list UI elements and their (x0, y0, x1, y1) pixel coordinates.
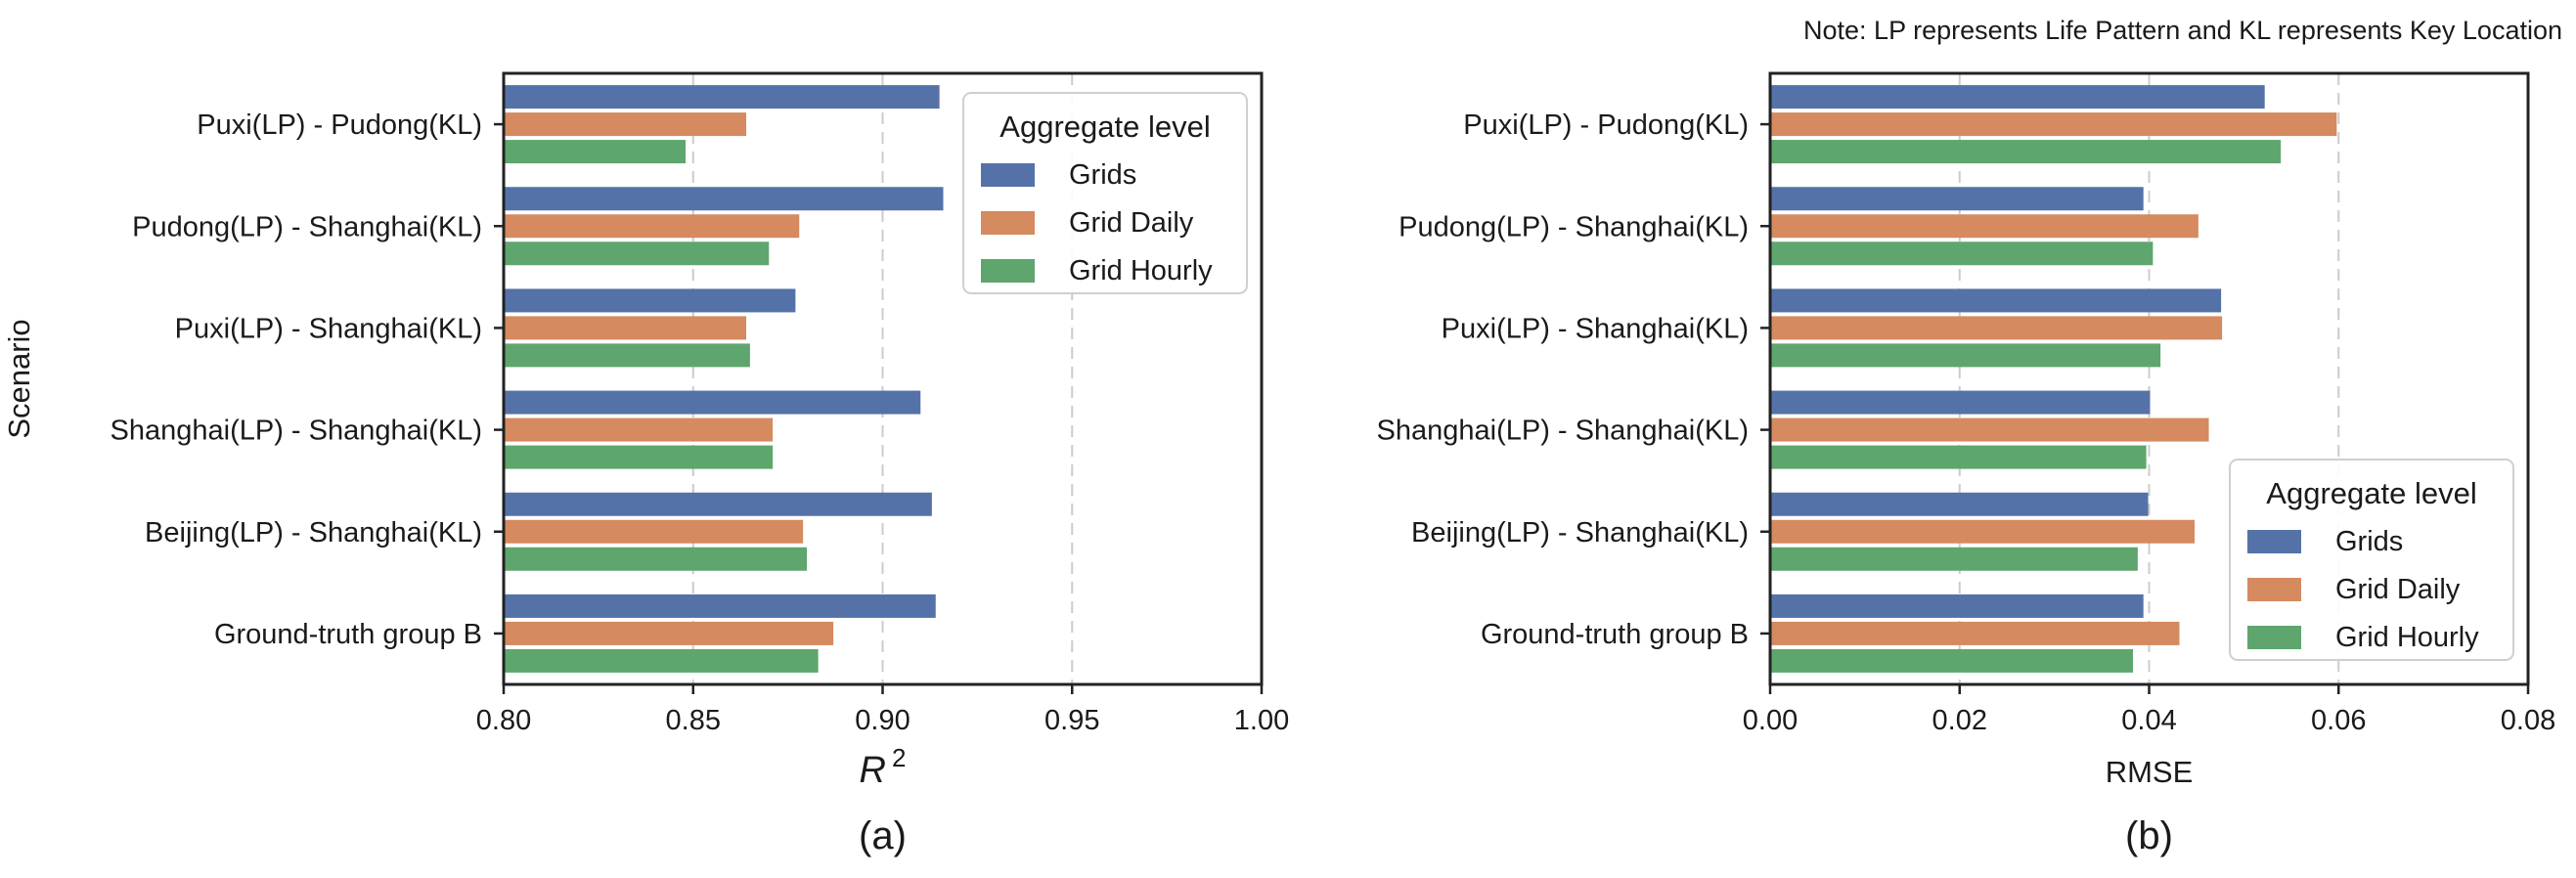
bar-grids-0 (504, 85, 940, 110)
legend-title: Aggregate level (999, 110, 1210, 144)
legend-swatch-grid-hourly (981, 259, 1035, 283)
bar-grid-daily-1 (504, 214, 800, 239)
bar-grid-daily-0 (1770, 112, 2337, 137)
legend-swatch-grid-daily (2247, 578, 2301, 601)
legend-entry-grid-hourly: Grid Hourly (2335, 622, 2479, 653)
bar-grids-0 (1770, 85, 2265, 110)
x-tick-label: 0.06 (2311, 705, 2366, 736)
bar-grid-daily-5 (504, 621, 834, 645)
category-label-shanghai-lp-shanghai-kl: Shanghai(LP) - Shanghai(KL) (1377, 416, 1749, 447)
bar-grid-hourly-2 (504, 343, 750, 368)
bar-grid-hourly-0 (1770, 140, 2282, 164)
figure-note: Note: LP represents Life Pattern and KL … (1803, 16, 2562, 45)
bar-grid-hourly-1 (504, 241, 770, 266)
panel-label: (b) (2125, 814, 2173, 857)
category-label-puxi-lp-shanghai-kl: Puxi(LP) - Shanghai(KL) (1442, 313, 1749, 344)
bar-grid-daily-0 (504, 112, 746, 137)
bar-grids-1 (1770, 187, 2144, 211)
panel-label: (a) (859, 814, 907, 857)
bar-grid-hourly-2 (1770, 343, 2161, 368)
x-tick-label: 0.04 (2121, 705, 2176, 736)
legend-box (2229, 459, 2514, 661)
bar-grid-hourly-1 (1770, 241, 2154, 266)
category-label-puxi-lp-shanghai-kl: Puxi(LP) - Shanghai(KL) (175, 313, 482, 344)
bar-grid-hourly-5 (1770, 648, 2134, 673)
category-label-ground-truth-group-b: Ground-truth group B (1481, 619, 1749, 650)
legend-entry-grids: Grids (2335, 526, 2403, 557)
category-label-pudong-lp-shanghai-kl: Pudong(LP) - Shanghai(KL) (1399, 211, 1749, 242)
category-label-puxi-lp-pudong-kl: Puxi(LP) - Pudong(KL) (197, 110, 482, 141)
legend-box (962, 92, 1248, 294)
bar-grid-hourly-0 (504, 140, 686, 164)
category-label-beijing-lp-shanghai-kl: Beijing(LP) - Shanghai(KL) (1411, 517, 1749, 549)
bar-grids-5 (504, 593, 936, 618)
x-tick-label: 1.00 (1234, 705, 1289, 736)
bar-grids-2 (504, 288, 796, 313)
legend-swatch-grids (2247, 530, 2301, 553)
legend: Aggregate level Grids Grid Daily Grid Hourl… (962, 92, 1248, 294)
bar-grid-hourly-4 (504, 547, 807, 571)
x-tick-label: 0.90 (855, 705, 910, 736)
bar-grids-4 (504, 492, 932, 516)
category-label-pudong-lp-shanghai-kl: Pudong(LP) - Shanghai(KL) (132, 211, 482, 242)
bar-grids-1 (504, 187, 944, 211)
x-tick-label: 0.00 (1743, 705, 1798, 736)
panel-b-rmse-chart: 0.00 0.02 0.04 0.06 0.08 Puxi(LP) - Pudong(KL… (1377, 71, 2555, 857)
legend-swatch-grid-daily (981, 211, 1035, 235)
bar-grid-hourly-5 (504, 648, 819, 673)
category-label-ground-truth-group-b: Ground-truth group B (214, 619, 482, 650)
legend-title: Aggregate level (2266, 476, 2476, 510)
bar-grid-hourly-3 (504, 445, 774, 469)
category-label-shanghai-lp-shanghai-kl: Shanghai(LP) - Shanghai(KL) (111, 416, 482, 447)
bar-grids-4 (1770, 492, 2149, 516)
legend-entry-grid-daily: Grid Daily (2335, 574, 2461, 605)
bar-grid-daily-5 (1770, 621, 2180, 645)
legend-entry-grid-hourly: Grid Hourly (1069, 255, 1213, 286)
legend-entry-grids: Grids (1069, 159, 1136, 191)
x-tick-label: 0.08 (2501, 705, 2555, 736)
category-label-beijing-lp-shanghai-kl: Beijing(LP) - Shanghai(KL) (145, 517, 482, 549)
x-tick-label: 0.02 (1932, 705, 1987, 736)
legend-swatch-grid-hourly (2247, 626, 2301, 649)
x-axis-label-superscript: 2 (892, 743, 906, 772)
x-tick-label: 0.85 (666, 705, 721, 736)
bar-grid-daily-2 (504, 316, 746, 340)
legend: Aggregate level Grids Grid Daily Grid Hourl… (2229, 459, 2514, 661)
bar-grid-daily-4 (1770, 519, 2195, 544)
bar-grid-daily-2 (1770, 316, 2223, 340)
bar-grids-3 (504, 390, 921, 415)
x-tick-label: 0.80 (476, 705, 531, 736)
legend-entry-grid-daily: Grid Daily (1069, 207, 1194, 239)
category-label-puxi-lp-pudong-kl: Puxi(LP) - Pudong(KL) (1463, 110, 1749, 141)
bar-grid-daily-1 (1770, 214, 2198, 239)
y-axis-label: Scenario (2, 319, 36, 438)
bar-grids-3 (1770, 390, 2151, 415)
legend-swatch-grids (981, 163, 1035, 187)
bar-grid-daily-3 (1770, 417, 2209, 442)
bar-grid-hourly-3 (1770, 445, 2147, 469)
bar-grids-5 (1770, 593, 2144, 618)
bar-grid-daily-4 (504, 519, 804, 544)
bar-grid-hourly-4 (1770, 547, 2138, 571)
x-axis-label: RMSE (2106, 755, 2194, 789)
panel-a-r2-chart: 0.80 0.85 0.90 0.95 1.00 Puxi(LP) - Pudong(KL… (2, 71, 1289, 857)
bar-grid-daily-3 (504, 417, 774, 442)
bar-grids-2 (1770, 288, 2222, 313)
x-tick-label: 0.95 (1044, 705, 1099, 736)
